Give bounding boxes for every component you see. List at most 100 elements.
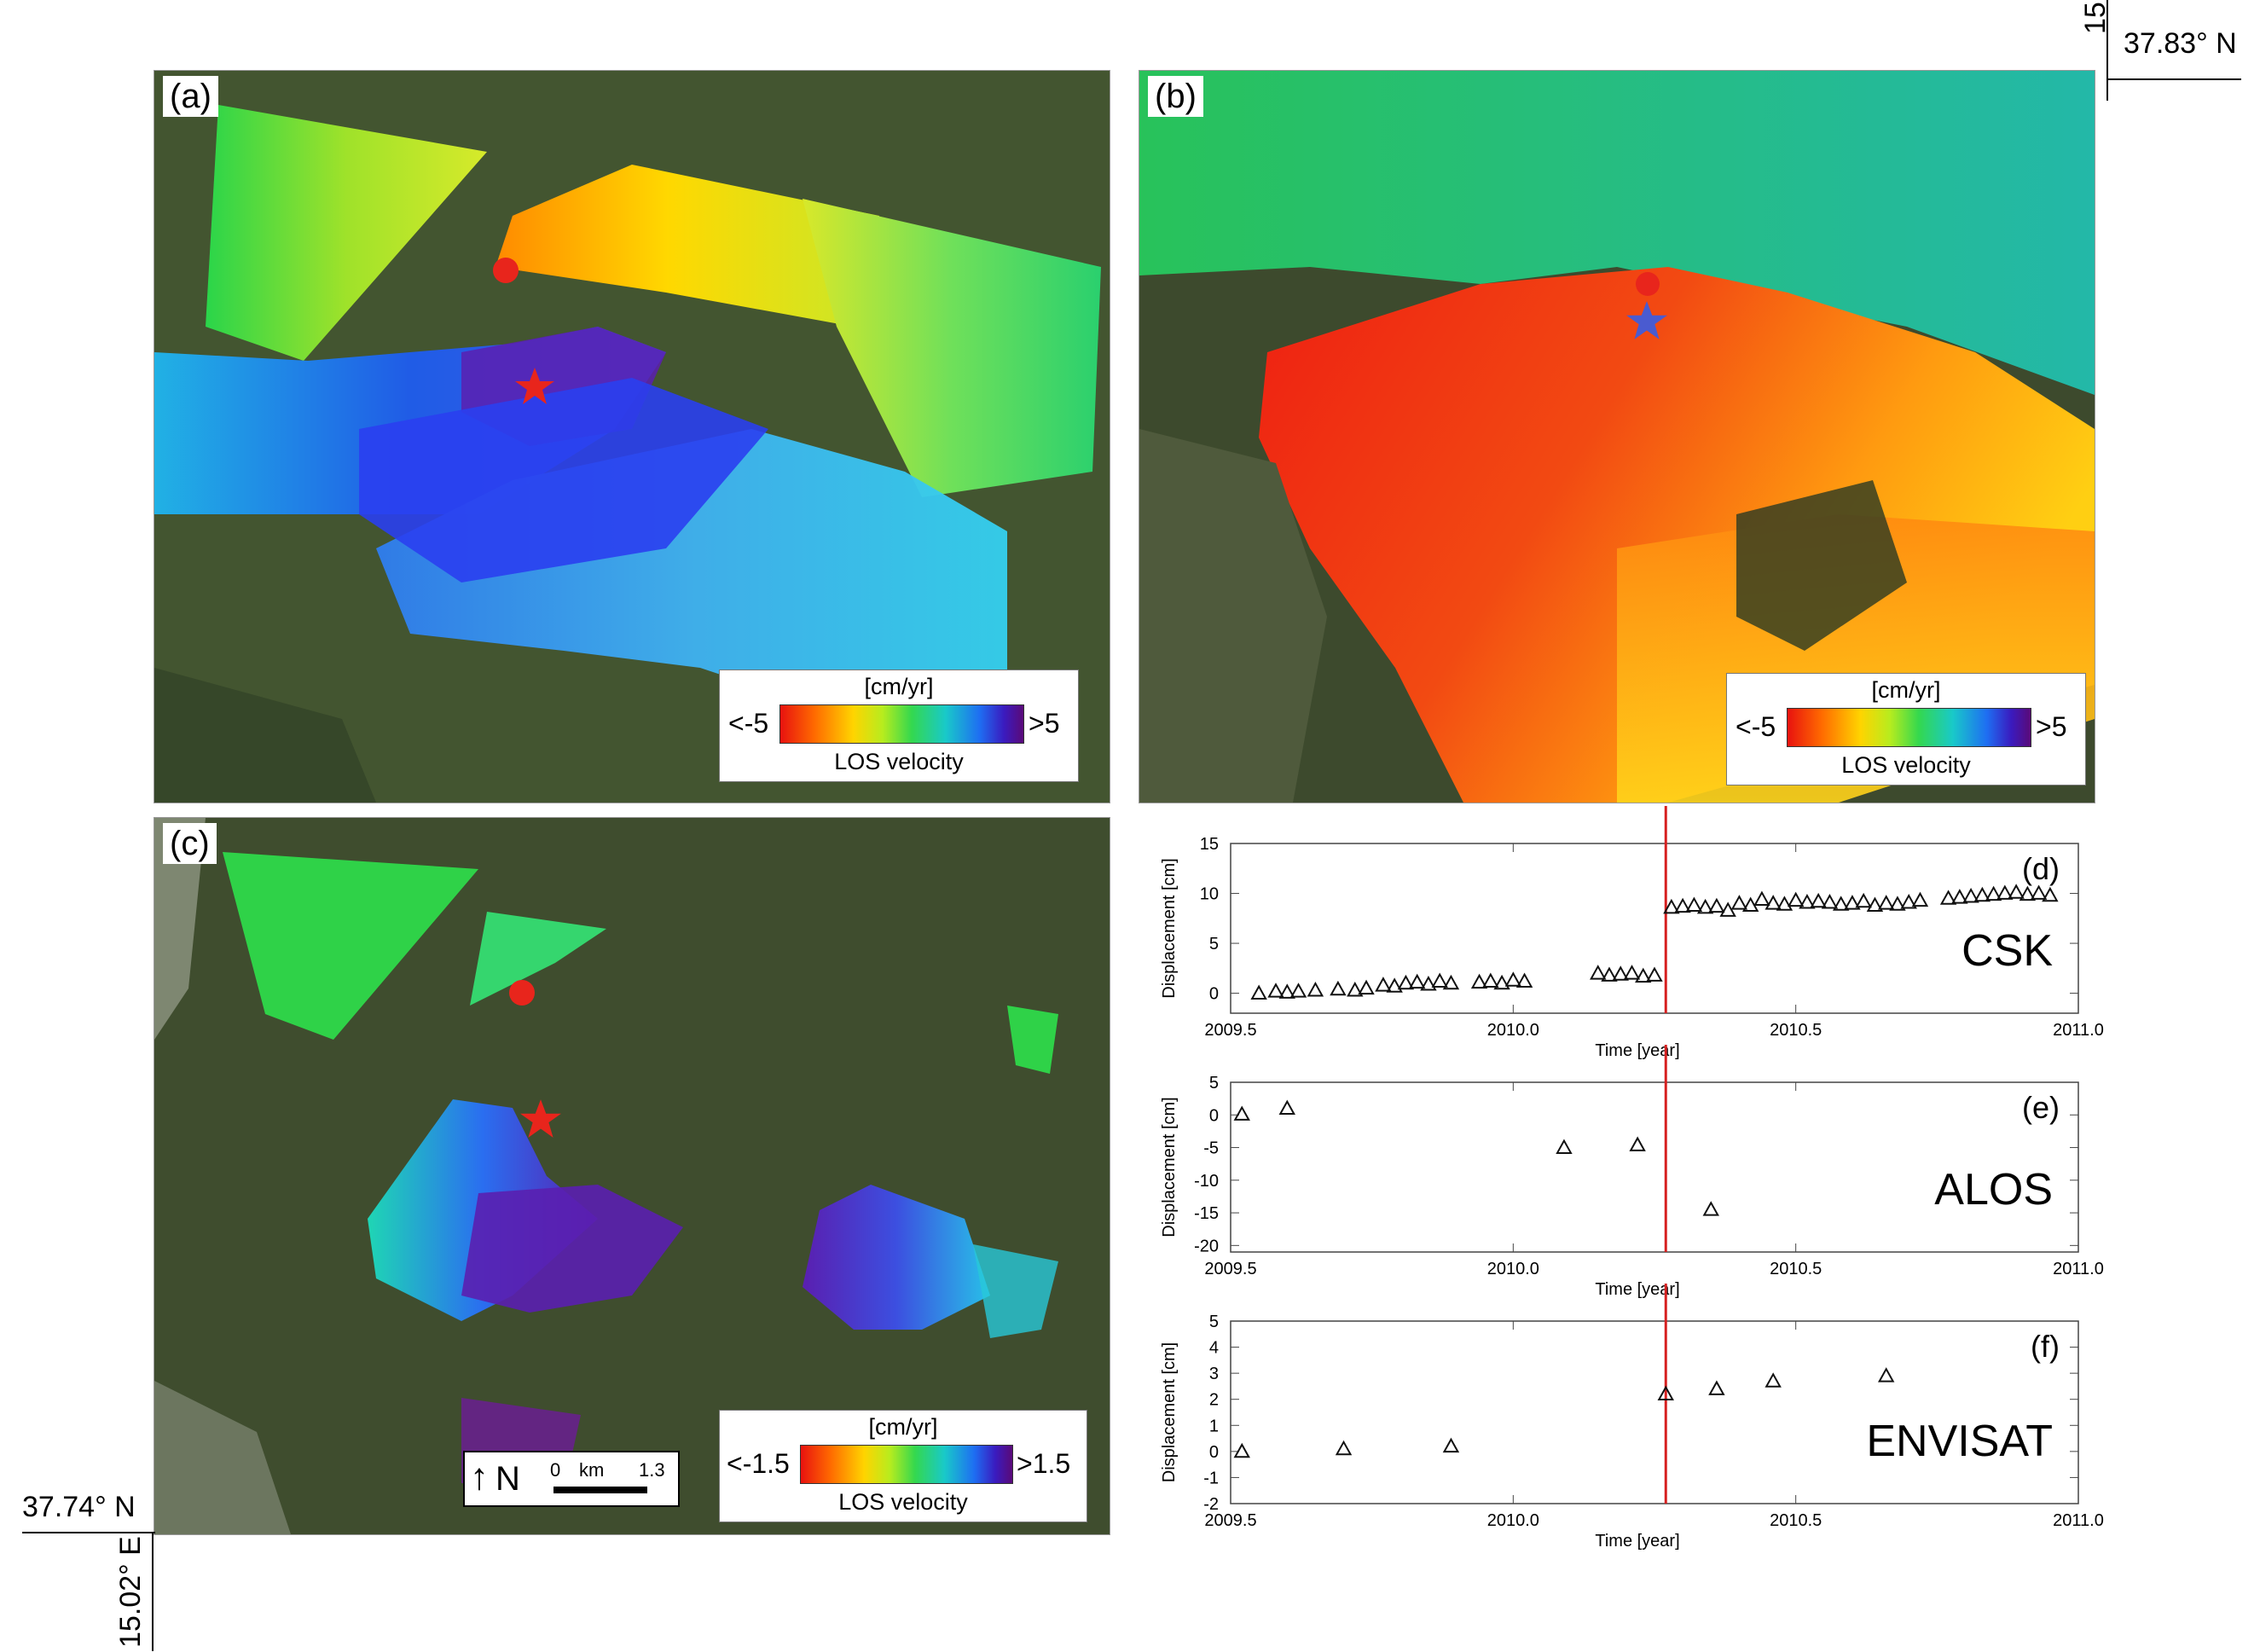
data-point xyxy=(1939,890,1957,905)
plot-frame xyxy=(1230,1081,2079,1253)
data-point xyxy=(1911,891,1929,907)
data-point xyxy=(1996,884,2014,900)
corner-tick-horizontal xyxy=(2106,78,2241,80)
data-point xyxy=(1730,895,1748,910)
legend-max: >5 xyxy=(2036,711,2067,742)
data-point xyxy=(1889,896,1906,911)
data-point xyxy=(1233,1105,1250,1121)
data-point xyxy=(1442,1437,1460,1453)
data-point xyxy=(1335,1440,1353,1456)
data-point xyxy=(1635,967,1652,983)
plot-frame xyxy=(1230,1320,2079,1504)
x-tick-label: 2010.0 xyxy=(1487,1511,1539,1530)
blue-star-marker xyxy=(1626,301,1667,339)
x-tick-label: 2009.5 xyxy=(1204,1021,1256,1040)
y-tick-label: -1 xyxy=(1203,1469,1219,1487)
panel-a-label: (a) xyxy=(163,76,218,117)
data-point xyxy=(1515,972,1533,988)
scale-start: 0 xyxy=(550,1459,561,1481)
legend-unit: [cm/yr] xyxy=(1871,677,1941,703)
data-point xyxy=(1866,896,1884,912)
data-point xyxy=(2008,884,2025,899)
y-tick-label: 5 xyxy=(1209,1074,1219,1093)
y-tick-label: 0 xyxy=(1209,985,1219,1004)
y-tick-label: 4 xyxy=(1209,1339,1219,1358)
chart-d-plot: 2009.5 2010.0 2010.5 2011.0 0 5 10 15 Time [year… xyxy=(1160,806,2104,1060)
scale-bar-box: ↑ N 0 km 1.3 xyxy=(463,1451,680,1507)
panel-c-map: (c) ↑ N 0 km 1.3 [cm/yr] <-1.5 >1.5 LOS … xyxy=(154,817,1110,1535)
panel-c-velocity-map xyxy=(154,818,1110,1534)
y-tick-label: -10 xyxy=(1194,1172,1219,1191)
red-star-marker xyxy=(520,1099,561,1138)
chart-f: 2009.5 2010.0 2010.5 2011.0 5 4 3 2 1 0 -1 -2 Time [… xyxy=(1139,1284,2104,1556)
y-tick-label: 5 xyxy=(1209,1313,1219,1331)
data-point xyxy=(1470,973,1488,989)
y-tick-label: -20 xyxy=(1194,1237,1219,1255)
legend-colorbar xyxy=(1787,708,2031,747)
data-point xyxy=(1278,1099,1295,1116)
data-point xyxy=(1623,965,1641,980)
panel-a-map: (a) [cm/yr] <-5 >5 LOS velocity xyxy=(154,70,1110,803)
corner-tick-vertical xyxy=(152,1532,154,1651)
y-tick-label: -5 xyxy=(1203,1139,1219,1158)
data-point xyxy=(1278,983,1295,999)
legend-unit: [cm/yr] xyxy=(864,674,934,699)
legend-min: <-5 xyxy=(1736,711,1776,742)
data-point xyxy=(2042,886,2059,902)
red-star-marker xyxy=(515,368,554,404)
corner-tick-vertical xyxy=(2106,0,2108,101)
data-point xyxy=(1973,886,1991,902)
data-point xyxy=(1877,895,1895,910)
x-tick-label: 2010.5 xyxy=(1770,1260,1822,1278)
data-point xyxy=(1233,1442,1250,1458)
panel-c-label: (c) xyxy=(163,823,217,864)
x-tick-label: 2010.0 xyxy=(1487,1260,1539,1278)
x-axis-title: Time [year] xyxy=(1595,1041,1679,1060)
data-point xyxy=(1657,1385,1674,1400)
data-point xyxy=(1765,1372,1782,1388)
legend-min: <-5 xyxy=(728,708,769,739)
data-point xyxy=(1347,982,1364,997)
data-point xyxy=(1408,973,1426,989)
scale-end: 1.3 xyxy=(639,1459,665,1481)
data-point xyxy=(1787,891,1805,907)
x-tick-label: 2010.5 xyxy=(1770,1511,1822,1530)
data-point xyxy=(1702,1201,1719,1216)
chart-e: 2009.5 2010.0 2010.5 2011.0 5 0 -5 -10 -15 -20 Tim… xyxy=(1139,1045,2104,1305)
data-point xyxy=(2030,884,2048,900)
bottom-left-latitude: 37.74° N xyxy=(22,1491,136,1523)
series-name: CSK xyxy=(1962,926,2053,976)
data-point xyxy=(1821,894,1839,909)
red-circle-marker xyxy=(509,980,535,1006)
panel-letter: (e) xyxy=(2022,1090,2060,1125)
legend-min: <-1.5 xyxy=(727,1448,790,1479)
data-point xyxy=(1250,984,1267,1000)
north-label: N xyxy=(495,1460,520,1498)
data-point xyxy=(1590,965,1607,980)
data-point xyxy=(1601,966,1618,982)
x-axis-title: Time [year] xyxy=(1595,1532,1679,1551)
data-point xyxy=(1397,974,1415,990)
data-point xyxy=(1985,885,2002,901)
x-tick-label: 2009.5 xyxy=(1204,1260,1256,1278)
y-tick-label: 10 xyxy=(1200,885,1219,904)
data-point xyxy=(1482,972,1499,988)
legend-unit: [cm/yr] xyxy=(868,1414,938,1440)
data-point xyxy=(1741,896,1759,912)
data-point xyxy=(1612,965,1629,981)
data-point xyxy=(1307,982,1324,997)
data-point xyxy=(1832,896,1850,911)
data-point xyxy=(1765,895,1782,910)
data-point xyxy=(1375,977,1392,992)
panel-c-legend: [cm/yr] <-1.5 >1.5 LOS velocity xyxy=(719,1410,1087,1522)
x-tick-label: 2011.0 xyxy=(2053,1021,2104,1040)
data-point xyxy=(1358,979,1375,995)
data-point xyxy=(1753,890,1770,906)
data-point xyxy=(1663,898,1680,914)
panel-a-velocity-map xyxy=(154,71,1110,803)
x-tick-label: 2011.0 xyxy=(2053,1511,2104,1530)
data-point xyxy=(1962,887,1979,903)
data-point xyxy=(1855,892,1872,908)
panel-b-map: (b) [cm/yr] <-5 >5 LOS velocity xyxy=(1139,70,2095,803)
data-point xyxy=(1844,895,1861,910)
